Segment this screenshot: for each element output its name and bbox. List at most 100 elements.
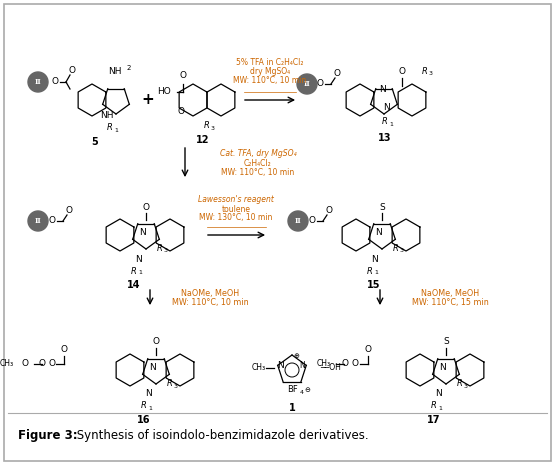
Text: ⊖: ⊖ xyxy=(304,387,310,393)
Text: O: O xyxy=(52,78,58,86)
Text: NH: NH xyxy=(100,112,114,120)
Circle shape xyxy=(28,211,48,231)
Text: N: N xyxy=(135,254,142,264)
Text: 5% TFA in C₂H₄Cl₂: 5% TFA in C₂H₄Cl₂ xyxy=(236,59,304,67)
Text: II: II xyxy=(304,80,310,88)
Text: MW: 110°C, 15 min: MW: 110°C, 15 min xyxy=(412,298,488,307)
Text: 3: 3 xyxy=(211,126,215,131)
Text: N: N xyxy=(382,104,390,113)
Text: Synthesis of isoindolo-benzimidazole derivatives.: Synthesis of isoindolo-benzimidazole der… xyxy=(73,429,369,441)
Text: toulene: toulene xyxy=(221,205,250,213)
Text: R: R xyxy=(457,379,463,388)
Text: 16: 16 xyxy=(137,415,151,425)
Text: N: N xyxy=(438,364,445,372)
Text: O: O xyxy=(48,217,56,226)
Text: R: R xyxy=(131,266,137,275)
Text: 17: 17 xyxy=(427,415,441,425)
Text: O: O xyxy=(351,359,359,368)
Text: ──OH: ──OH xyxy=(320,364,341,372)
Text: R: R xyxy=(107,124,113,133)
Text: 1: 1 xyxy=(138,271,142,275)
Text: N: N xyxy=(299,361,305,371)
Text: O: O xyxy=(153,338,159,346)
Text: 3: 3 xyxy=(400,248,404,253)
Text: HO: HO xyxy=(157,87,171,97)
Text: O: O xyxy=(316,80,324,88)
Text: Lawesson's reagent: Lawesson's reagent xyxy=(198,195,274,205)
Circle shape xyxy=(288,211,308,231)
Text: MW: 110°C, 10 min: MW: 110°C, 10 min xyxy=(171,298,248,307)
Text: N: N xyxy=(375,228,381,238)
Text: R: R xyxy=(167,379,173,388)
Text: N: N xyxy=(371,254,377,264)
Text: NH: NH xyxy=(108,67,122,77)
Text: 1: 1 xyxy=(114,127,118,133)
Text: R: R xyxy=(157,245,163,253)
Text: II: II xyxy=(295,217,301,225)
Text: O: O xyxy=(60,345,68,354)
Text: II: II xyxy=(34,217,42,225)
Text: O: O xyxy=(309,217,315,226)
Text: N: N xyxy=(149,364,155,372)
Text: BF: BF xyxy=(286,385,297,394)
Text: 15: 15 xyxy=(367,280,381,290)
Text: R: R xyxy=(367,266,373,275)
Text: CH₃: CH₃ xyxy=(317,359,331,368)
Text: N: N xyxy=(380,86,386,94)
Text: 13: 13 xyxy=(379,133,392,143)
Text: 1: 1 xyxy=(438,405,442,411)
Text: N: N xyxy=(435,390,441,399)
Text: 1: 1 xyxy=(148,405,152,411)
Text: O: O xyxy=(38,359,46,368)
Text: O: O xyxy=(21,359,28,368)
Circle shape xyxy=(297,74,317,94)
Text: NaOMe, MeOH: NaOMe, MeOH xyxy=(421,289,479,298)
Text: 4: 4 xyxy=(300,390,304,394)
Text: MW: 130°C, 10 min: MW: 130°C, 10 min xyxy=(199,213,273,222)
Text: ⊕: ⊕ xyxy=(293,353,299,359)
Text: R: R xyxy=(431,401,437,411)
Text: 5: 5 xyxy=(92,137,98,147)
Text: 3: 3 xyxy=(464,384,468,388)
Text: CH₃: CH₃ xyxy=(252,364,266,372)
Text: R: R xyxy=(204,121,210,131)
Text: 3: 3 xyxy=(164,248,168,253)
Text: 1: 1 xyxy=(374,271,378,275)
Text: MW: 110°C, 10 min: MW: 110°C, 10 min xyxy=(221,167,295,177)
Text: N: N xyxy=(276,361,284,371)
Text: R: R xyxy=(422,67,428,77)
Text: O: O xyxy=(178,107,184,117)
Text: R: R xyxy=(382,118,388,126)
Text: R: R xyxy=(141,401,147,411)
Text: Figure 3:: Figure 3: xyxy=(18,429,78,441)
Text: NaOMe, MeOH: NaOMe, MeOH xyxy=(181,289,239,298)
Text: S: S xyxy=(443,338,449,346)
Circle shape xyxy=(28,72,48,92)
Text: +: + xyxy=(142,93,154,107)
Text: O: O xyxy=(179,72,186,80)
Text: 1: 1 xyxy=(289,403,295,413)
Text: dry MgSO₄: dry MgSO₄ xyxy=(250,67,290,77)
Text: 12: 12 xyxy=(196,135,210,145)
Text: 3: 3 xyxy=(174,384,178,388)
Text: S: S xyxy=(379,202,385,212)
Text: O: O xyxy=(398,67,406,77)
Text: N: N xyxy=(139,228,145,238)
Text: MW: 110°C, 10 min: MW: 110°C, 10 min xyxy=(233,77,306,86)
Text: 1: 1 xyxy=(389,121,393,126)
Text: 3: 3 xyxy=(429,72,433,77)
Text: CH₃: CH₃ xyxy=(0,359,14,368)
Text: O: O xyxy=(325,206,332,215)
Text: C₂H₄Cl₂: C₂H₄Cl₂ xyxy=(244,159,272,167)
FancyBboxPatch shape xyxy=(4,4,551,461)
Text: 14: 14 xyxy=(127,280,141,290)
Text: R: R xyxy=(393,245,399,253)
Text: N: N xyxy=(145,390,152,399)
Text: O: O xyxy=(48,359,56,368)
Text: O: O xyxy=(143,202,149,212)
Text: O: O xyxy=(65,206,73,215)
Text: 2: 2 xyxy=(127,65,132,71)
Text: II: II xyxy=(34,78,42,86)
Text: O: O xyxy=(334,69,341,79)
Text: Cat. TFA, dry MgSO₄: Cat. TFA, dry MgSO₄ xyxy=(220,150,296,159)
